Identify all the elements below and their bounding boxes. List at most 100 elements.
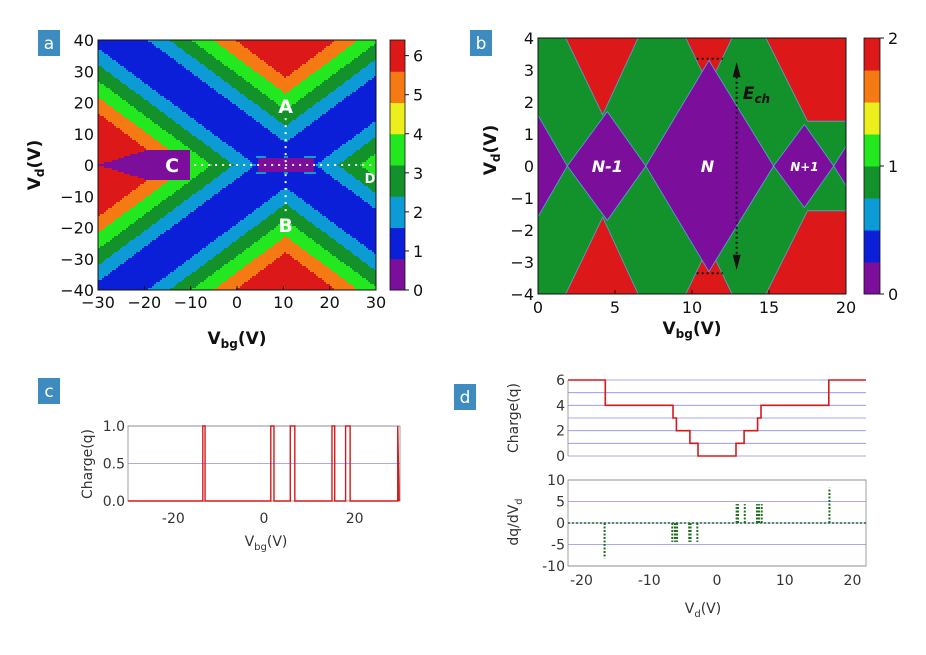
panel-c-x-tick: 20 <box>346 511 364 527</box>
panel-b-x-ticks: 0 5 10 15 20 <box>533 290 856 317</box>
panel-a-heatmap-cell <box>104 276 167 279</box>
panel-a-heatmap-cell <box>304 128 365 131</box>
panel-a-heatmap-cell <box>358 56 376 59</box>
panel-a-heatmap-cell <box>124 196 147 199</box>
panel-a-heatmap-cell <box>120 80 143 83</box>
panel-a-heatmap-cell <box>348 188 371 191</box>
panel-a-heatmap-cell <box>130 192 153 195</box>
panel-a-heatmap-cell <box>122 114 145 117</box>
panel-a-heatmap-cell <box>98 242 107 245</box>
panel-a-heatmap-cell <box>318 276 341 279</box>
panel-a-heatmap-cell <box>338 180 361 183</box>
panel-a-heatmap-cell <box>336 56 359 59</box>
panel-a-heatmap-cell <box>138 176 191 179</box>
panel-a-heatmap-cell <box>370 156 376 159</box>
panel-a-heatmap-cell <box>254 210 277 213</box>
panel-c-badge <box>38 378 60 404</box>
panel-a-heatmap-cell <box>310 58 333 61</box>
panel-a-heatmap-cell <box>144 146 167 149</box>
panel-a-heatmap-cell <box>190 116 253 119</box>
panel-a-heatmap-cell <box>284 92 287 95</box>
panel-a-heatmap-cell <box>372 78 376 81</box>
panel-a-y-tick: 30 <box>74 62 94 81</box>
panel-a-heatmap-cell <box>150 118 173 121</box>
panel-a-heatmap-cell <box>356 238 376 241</box>
panel-a-heatmap-cell <box>168 212 191 215</box>
panel-a-heatmap-cell <box>136 92 159 95</box>
panel-a-heatmap-cell <box>332 270 355 273</box>
panel-a-x-tick: −20 <box>127 293 161 312</box>
panel-a-heatmap-cell <box>106 102 129 105</box>
panel-a-heatmap-cell <box>126 244 149 247</box>
panel-a-heatmap-cell <box>176 122 199 125</box>
panel-a-heatmap-cell <box>200 46 223 49</box>
panel-a-heatmap-cell <box>250 168 259 171</box>
panel-a-heatmap-cell <box>98 134 129 137</box>
panel-a-x-ticks: −30 −20 −10 0 10 20 30 <box>81 286 386 312</box>
panel-a-heatmap-cell <box>252 166 259 169</box>
panel-a-heatmap-cell <box>208 166 231 169</box>
panel-a-heatmap-cell <box>360 274 376 277</box>
panel-a-heatmap-cell <box>204 202 265 205</box>
panel-a-heatmap-cell <box>332 254 355 257</box>
panel-a-heatmap-cell <box>200 266 223 269</box>
panel-a-heatmap-cell <box>190 178 193 181</box>
panel-a-heatmap-cell <box>204 280 227 283</box>
panel-a-heatmap-cell <box>246 248 269 251</box>
panel-a-heatmap-cell <box>282 90 291 93</box>
panel-a-heatmap-cell <box>354 176 376 179</box>
panel-a-heatmap-cell <box>324 80 347 83</box>
panel-a-heatmap-cell <box>354 136 376 139</box>
panel-a-heatmap-cell <box>230 68 253 71</box>
panel-a-heatmap-cell <box>314 272 337 275</box>
panel-a-heatmap-cell <box>152 42 175 45</box>
panel-a-heatmap-cell <box>98 168 113 171</box>
panel-a-heatmap-cell <box>98 78 119 81</box>
panel-a-heatmap-cell <box>206 168 229 171</box>
panel-a-heatmap-cell <box>244 156 257 159</box>
panel-a-heatmap-cell <box>98 220 115 223</box>
panel-a-heatmap-cell <box>352 76 375 79</box>
panel-a-heatmap-cell <box>322 214 376 217</box>
panel-a-heatmap-cell <box>168 148 191 151</box>
panel-a-badge-label: a <box>44 34 54 54</box>
panel-a-heatmap-cell <box>184 144 207 147</box>
panel-a-heatmap-cell <box>136 108 159 111</box>
panel-a-heatmap-cell <box>158 220 181 223</box>
panel-a-heatmap-cell <box>120 96 143 99</box>
panel-a-heatmap-cell <box>216 254 239 257</box>
panel-a-heatmap-cell <box>128 134 151 137</box>
panel-a-heatmap-cell <box>304 96 327 99</box>
panel-a-heatmap-cell <box>348 46 371 49</box>
panel-a-heatmap-cell <box>114 92 137 95</box>
panel-a-heatmap-cell <box>148 84 209 87</box>
panel-a-heatmap-cell <box>218 286 241 289</box>
panel-a-heatmap-cell <box>196 286 219 289</box>
panel-a-heatmap-cell <box>100 114 123 117</box>
panel-a-heatmap-cell <box>180 204 203 207</box>
panel-a-heatmap-cell <box>98 142 139 145</box>
panel-a-heatmap-cell <box>268 64 303 67</box>
panel-a-heatmap-cell <box>322 50 345 53</box>
panel-a-heatmap-cell <box>114 124 137 127</box>
panel-a-heatmap-cell <box>98 160 113 163</box>
panel-a-heatmap-cell <box>144 198 167 201</box>
panel-a-heatmap-cell <box>144 182 167 185</box>
panel-a-heatmap-cell <box>98 120 109 123</box>
panel-a-heatmap-cell <box>256 156 267 159</box>
panel-a-heatmap-cell <box>98 180 147 183</box>
panel-a-heatmap-cell <box>254 242 277 245</box>
panel-a-heatmap-cell <box>268 200 305 203</box>
panel-a-heatmap-cell <box>206 144 229 147</box>
panel-a-heatmap-cell <box>292 224 315 227</box>
panel-a-heatmap-cell <box>238 238 261 241</box>
panel-a-heatmap-cell <box>244 110 267 113</box>
panel-a-heatmap-cell <box>282 122 291 125</box>
panel-a-heatmap-cell <box>196 42 219 45</box>
panel-a-heatmap-cell <box>250 246 273 249</box>
panel-a-heatmap-cell <box>280 190 291 193</box>
panel-a-heatmap-cell <box>98 216 121 219</box>
panel-a-heatmap-cell <box>262 92 285 95</box>
panel-a-heatmap-cell <box>352 154 375 157</box>
panel-a-heatmap-cell <box>98 272 111 275</box>
